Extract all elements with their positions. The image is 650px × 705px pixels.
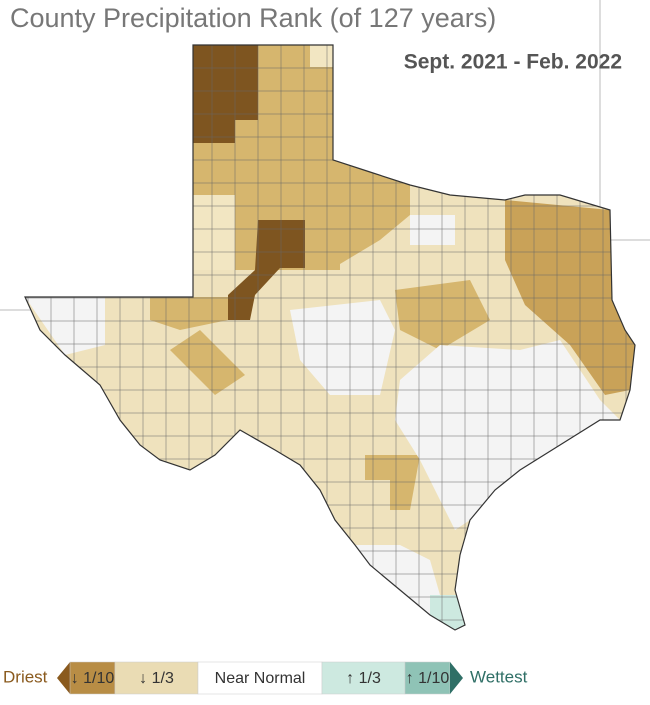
region-wet: [430, 595, 465, 630]
subtitle: Sept. 2021 - Feb. 2022: [404, 51, 622, 74]
legend-swatch: [404, 661, 451, 695]
legend-label: ↓ 1/3: [139, 670, 174, 687]
region-normal: [290, 300, 395, 395]
region-normal: [410, 215, 455, 245]
region-light: [310, 45, 335, 67]
region-tan: [365, 455, 420, 510]
legend-swatch: [114, 661, 199, 695]
legend-swatch: [321, 661, 406, 695]
legend-arrow-right: [450, 662, 463, 694]
region-normal: [25, 297, 105, 355]
region-dark: [228, 220, 305, 320]
region-tan: [190, 160, 410, 270]
region-dark: [193, 45, 258, 143]
legend-label: Near Normal: [215, 670, 306, 687]
legend-arrow-left: [57, 662, 70, 694]
legend-right-label: Wettest: [470, 667, 528, 686]
region-tan: [505, 200, 635, 395]
legend-label: ↓ 1/10: [71, 670, 115, 687]
state-outline: [24, 44, 636, 631]
legend-swatch: [197, 661, 323, 695]
title: County Precipitation Rank (of 127 years): [10, 3, 496, 33]
region-light: [190, 195, 235, 270]
legend-left-label: Driest: [3, 667, 48, 686]
region-normal: [395, 340, 620, 530]
legend-label: ↑ 1/10: [406, 670, 450, 687]
legend: Driest Wettest ↓ 1/10 ↓ 1/3 Near Normal ↑ 1…: [3, 661, 528, 695]
legend-label: ↑ 1/3: [346, 670, 381, 687]
